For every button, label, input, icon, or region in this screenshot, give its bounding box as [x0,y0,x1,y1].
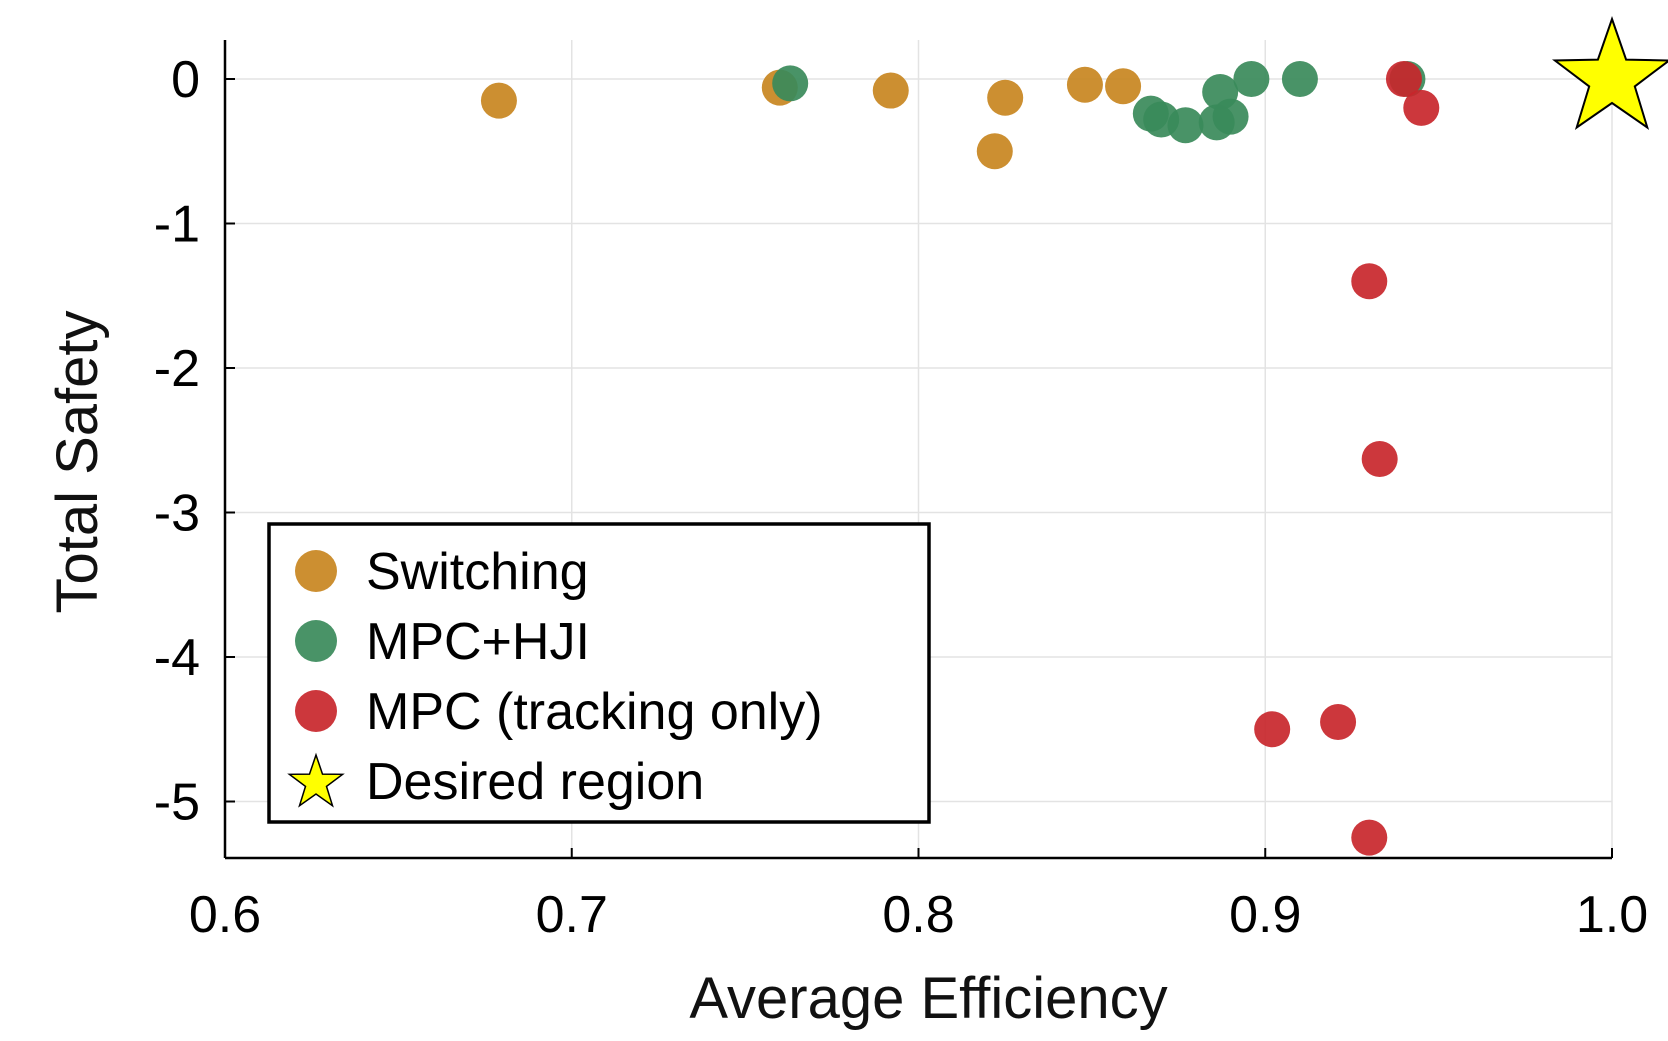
legend-label: MPC+HJI [366,613,590,671]
legend-label: Desired region [366,753,704,811]
y-axis-title: Total Safety [45,310,110,613]
legend-marker [295,690,337,732]
legend-marker [295,550,337,592]
point-mpc-hji [1212,98,1249,135]
point-switching [480,82,517,119]
point-mpc-tracking-only [1254,711,1291,748]
point-switching [976,133,1013,170]
axes [223,40,1613,860]
point-switching [987,79,1024,116]
point-mpc-tracking-only [1403,89,1440,126]
point-mpc-tracking-only [1361,441,1398,478]
x-tick-label: 0.7 [536,886,608,944]
x-tick-label: 0.6 [189,886,261,944]
point-mpc-tracking-only [1351,263,1388,300]
point-mpc-hji [1281,61,1318,97]
data-points [480,15,1668,856]
point-mpc-tracking-only [1385,61,1422,97]
point-switching [1066,66,1103,103]
legend-box [267,522,931,824]
legend-marker [295,620,337,662]
y-tick-label: -1 [154,196,200,254]
x-tick-label: 1.0 [1576,886,1648,944]
legend-star-icon [287,752,345,808]
point-switching [872,72,909,109]
point-mpc-hji [1167,107,1204,144]
point-mpc-tracking-only [1320,704,1357,741]
legend: Switching MPC+HJI MPC (tracking only) Desir… [267,522,931,824]
tick-labels: 0.6 0.7 0.8 0.9 1.0 0 -1 -2 -3 -4 -5 [154,51,1648,944]
y-tick-label: -2 [154,340,200,398]
legend-label: MPC (tracking only) [366,683,823,741]
x-tick-label: 0.9 [1229,886,1301,944]
point-mpc-tracking-only [1351,819,1388,856]
point-mpc-hji [772,65,809,102]
x-tick-label: 0.8 [882,886,954,944]
y-tick-label: -5 [154,774,200,832]
y-tick-label: -4 [154,629,200,687]
x-axis-title: Average Efficiency [689,966,1167,1031]
point-switching [1105,68,1142,105]
y-tick-label: -3 [154,485,200,543]
point-mpc-hji [1233,61,1270,97]
legend-label: Switching [366,543,589,601]
y-tick-label: 0 [171,51,200,109]
star-point-desired-region [1551,15,1668,130]
